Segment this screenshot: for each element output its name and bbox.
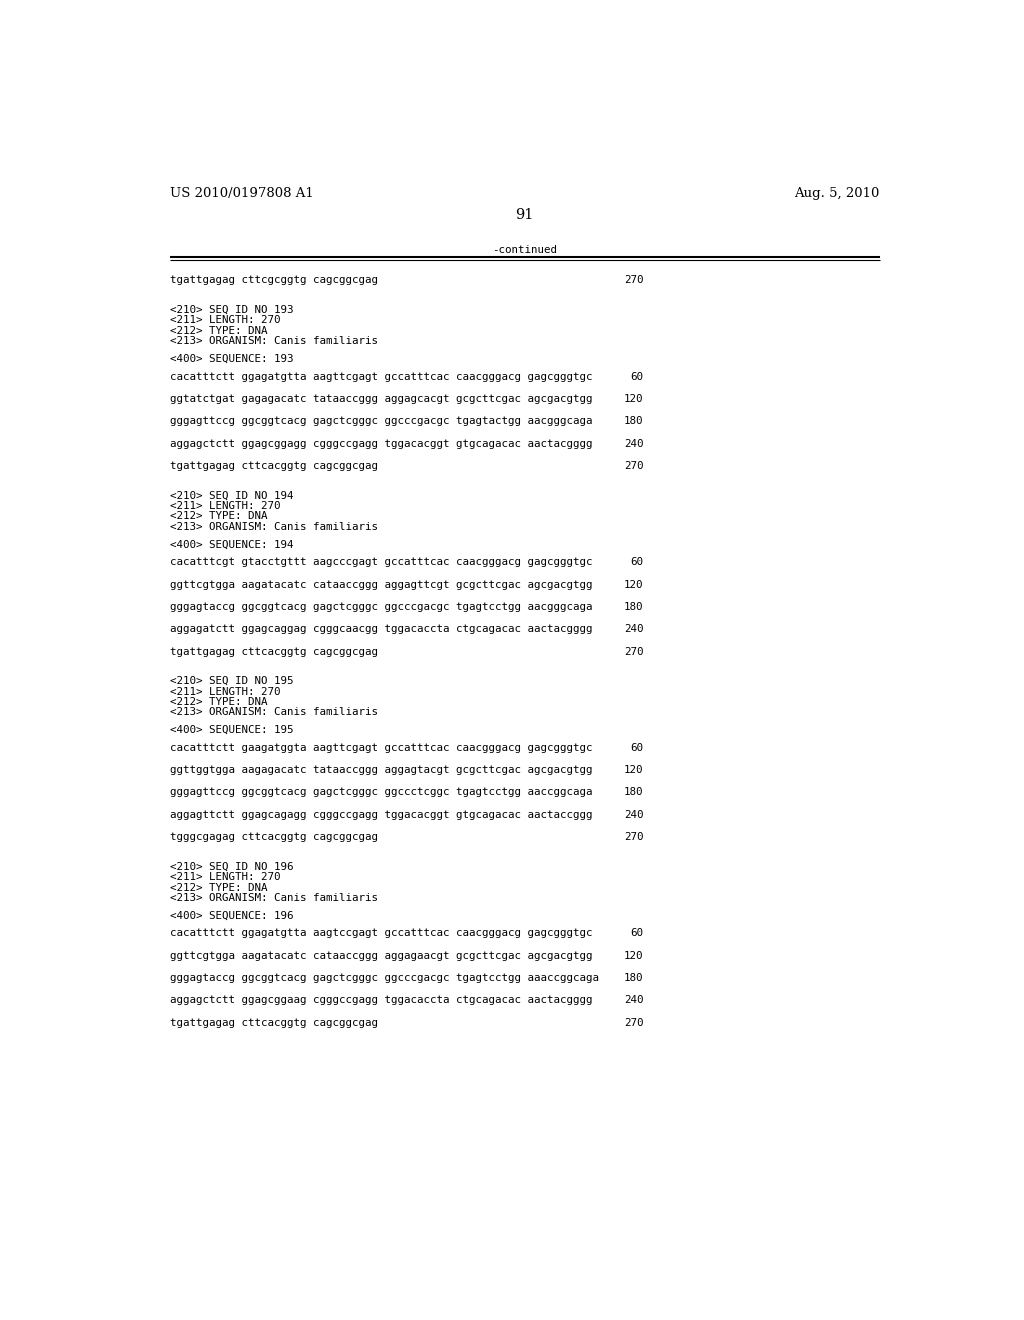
Text: 120: 120 (624, 766, 643, 775)
Text: <210> SEQ ID NO 194: <210> SEQ ID NO 194 (170, 491, 293, 500)
Text: 180: 180 (624, 602, 643, 612)
Text: 60: 60 (631, 743, 643, 752)
Text: 270: 270 (624, 276, 643, 285)
Text: <211> LENGTH: 270: <211> LENGTH: 270 (170, 315, 281, 326)
Text: 180: 180 (624, 973, 643, 983)
Text: <211> LENGTH: 270: <211> LENGTH: 270 (170, 873, 281, 882)
Text: cacatttcgt gtacctgttt aagcccgagt gccatttcac caacgggacg gagcgggtgc: cacatttcgt gtacctgttt aagcccgagt gccattt… (170, 557, 592, 568)
Text: ggtatctgat gagagacatc tataaccggg aggagcacgt gcgcttcgac agcgacgtgg: ggtatctgat gagagacatc tataaccggg aggagca… (170, 395, 592, 404)
Text: 60: 60 (631, 372, 643, 381)
Text: <212> TYPE: DNA: <212> TYPE: DNA (170, 326, 267, 335)
Text: 120: 120 (624, 395, 643, 404)
Text: -continued: -continued (493, 246, 557, 255)
Text: 270: 270 (624, 647, 643, 656)
Text: tgattgagag cttcacggtg cagcggcgag: tgattgagag cttcacggtg cagcggcgag (170, 461, 378, 471)
Text: cacatttctt ggagatgtta aagtccgagt gccatttcac caacgggacg gagcgggtgc: cacatttctt ggagatgtta aagtccgagt gccattt… (170, 928, 592, 939)
Text: <213> ORGANISM: Canis familiaris: <213> ORGANISM: Canis familiaris (170, 337, 378, 346)
Text: <400> SEQUENCE: 193: <400> SEQUENCE: 193 (170, 354, 293, 364)
Text: 240: 240 (624, 810, 643, 820)
Text: <210> SEQ ID NO 196: <210> SEQ ID NO 196 (170, 862, 293, 871)
Text: <211> LENGTH: 270: <211> LENGTH: 270 (170, 686, 281, 697)
Text: 240: 240 (624, 624, 643, 634)
Text: aggagctctt ggagcggaag cgggccgagg tggacaccta ctgcagacac aactacgggg: aggagctctt ggagcggaag cgggccgagg tggacac… (170, 995, 592, 1006)
Text: ggttcgtgga aagatacatc cataaccggg aggagttcgt gcgcttcgac agcgacgtgg: ggttcgtgga aagatacatc cataaccggg aggagtt… (170, 579, 592, 590)
Text: Aug. 5, 2010: Aug. 5, 2010 (795, 187, 880, 199)
Text: 60: 60 (631, 928, 643, 939)
Text: 270: 270 (624, 461, 643, 471)
Text: tgattgagag cttcgcggtg cagcggcgag: tgattgagag cttcgcggtg cagcggcgag (170, 276, 378, 285)
Text: 270: 270 (624, 832, 643, 842)
Text: ggttggtgga aagagacatc tataaccggg aggagtacgt gcgcttcgac agcgacgtgg: ggttggtgga aagagacatc tataaccggg aggagta… (170, 766, 592, 775)
Text: ggttcgtgga aagatacatc cataaccggg aggagaacgt gcgcttcgac agcgacgtgg: ggttcgtgga aagatacatc cataaccggg aggagaa… (170, 950, 592, 961)
Text: tgggcgagag cttcacggtg cagcggcgag: tgggcgagag cttcacggtg cagcggcgag (170, 832, 378, 842)
Text: cacatttctt ggagatgtta aagttcgagt gccatttcac caacgggacg gagcgggtgc: cacatttctt ggagatgtta aagttcgagt gccattt… (170, 372, 592, 381)
Text: 270: 270 (624, 1018, 643, 1028)
Text: <212> TYPE: DNA: <212> TYPE: DNA (170, 697, 267, 708)
Text: tgattgagag cttcacggtg cagcggcgag: tgattgagag cttcacggtg cagcggcgag (170, 1018, 378, 1028)
Text: 120: 120 (624, 579, 643, 590)
Text: gggagtaccg ggcggtcacg gagctcgggc ggcccgacgc tgagtcctgg aaaccggcaga: gggagtaccg ggcggtcacg gagctcgggc ggcccga… (170, 973, 599, 983)
Text: cacatttctt gaagatggta aagttcgagt gccatttcac caacgggacg gagcgggtgc: cacatttctt gaagatggta aagttcgagt gccattt… (170, 743, 592, 752)
Text: <212> TYPE: DNA: <212> TYPE: DNA (170, 511, 267, 521)
Text: <213> ORGANISM: Canis familiaris: <213> ORGANISM: Canis familiaris (170, 521, 378, 532)
Text: <211> LENGTH: 270: <211> LENGTH: 270 (170, 502, 281, 511)
Text: aggagatctt ggagcaggag cgggcaacgg tggacaccta ctgcagacac aactacgggg: aggagatctt ggagcaggag cgggcaacgg tggacac… (170, 624, 592, 634)
Text: gggagttccg ggcggtcacg gagctcgggc ggccctcggc tgagtcctgg aaccggcaga: gggagttccg ggcggtcacg gagctcgggc ggccctc… (170, 788, 592, 797)
Text: <210> SEQ ID NO 195: <210> SEQ ID NO 195 (170, 676, 293, 686)
Text: 240: 240 (624, 995, 643, 1006)
Text: gggagtaccg ggcggtcacg gagctcgggc ggcccgacgc tgagtcctgg aacgggcaga: gggagtaccg ggcggtcacg gagctcgggc ggcccga… (170, 602, 592, 612)
Text: <400> SEQUENCE: 194: <400> SEQUENCE: 194 (170, 540, 293, 549)
Text: 120: 120 (624, 950, 643, 961)
Text: tgattgagag cttcacggtg cagcggcgag: tgattgagag cttcacggtg cagcggcgag (170, 647, 378, 656)
Text: 180: 180 (624, 788, 643, 797)
Text: 60: 60 (631, 557, 643, 568)
Text: 240: 240 (624, 438, 643, 449)
Text: <213> ORGANISM: Canis familiaris: <213> ORGANISM: Canis familiaris (170, 708, 378, 717)
Text: aggagctctt ggagcggagg cgggccgagg tggacacggt gtgcagacac aactacgggg: aggagctctt ggagcggagg cgggccgagg tggacac… (170, 438, 592, 449)
Text: <212> TYPE: DNA: <212> TYPE: DNA (170, 883, 267, 892)
Text: 180: 180 (624, 416, 643, 426)
Text: gggagttccg ggcggtcacg gagctcgggc ggcccgacgc tgagtactgg aacgggcaga: gggagttccg ggcggtcacg gagctcgggc ggcccga… (170, 416, 592, 426)
Text: <400> SEQUENCE: 195: <400> SEQUENCE: 195 (170, 725, 293, 735)
Text: aggagttctt ggagcagagg cgggccgagg tggacacggt gtgcagacac aactaccggg: aggagttctt ggagcagagg cgggccgagg tggacac… (170, 810, 592, 820)
Text: US 2010/0197808 A1: US 2010/0197808 A1 (170, 187, 313, 199)
Text: <210> SEQ ID NO 193: <210> SEQ ID NO 193 (170, 305, 293, 315)
Text: 91: 91 (516, 209, 534, 223)
Text: <400> SEQUENCE: 196: <400> SEQUENCE: 196 (170, 911, 293, 920)
Text: <213> ORGANISM: Canis familiaris: <213> ORGANISM: Canis familiaris (170, 892, 378, 903)
